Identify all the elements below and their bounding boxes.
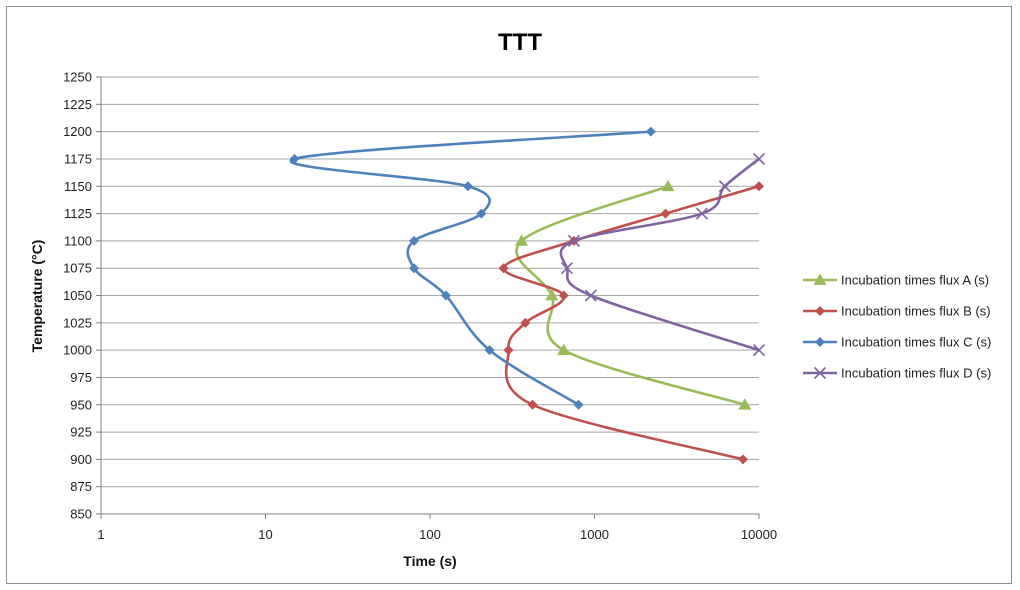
x-tick-label: 10000 (741, 527, 777, 542)
y-axis-title: Temperature (°C) (29, 240, 45, 353)
series-layer (289, 126, 766, 465)
data-point (567, 234, 581, 247)
data-point (527, 399, 538, 410)
legend-item: Incubation times flux D (s) (803, 366, 991, 381)
y-tick-label: 975 (70, 370, 92, 385)
x-axis-title: Time (s) (403, 553, 456, 569)
series-group (515, 179, 752, 410)
y-tick-label: 1100 (64, 233, 92, 248)
data-point (695, 207, 709, 220)
x-tick-label: 100 (419, 527, 441, 542)
y-tick-label: 925 (70, 425, 92, 440)
data-point (718, 180, 731, 193)
x-tick-label: 1000 (580, 527, 609, 542)
x-tick-label: 1 (97, 527, 104, 542)
data-point (661, 179, 675, 192)
data-point (476, 208, 487, 219)
legend-marker (815, 306, 825, 316)
data-point (584, 289, 597, 302)
data-point (752, 152, 766, 166)
y-tick-label: 1225 (63, 97, 92, 112)
data-point (545, 289, 559, 301)
data-point (409, 263, 420, 274)
legend-item: Incubation times flux A (s) (803, 273, 989, 288)
data-point (557, 343, 571, 355)
y-tick-label: 1000 (63, 343, 92, 358)
data-point (754, 181, 764, 192)
data-point (484, 345, 495, 356)
axis-layer: 8508759009259509751000102510501075110011… (63, 70, 777, 543)
y-tick-label: 1175 (64, 151, 92, 166)
legend-marker (813, 366, 827, 380)
legend-label: Incubation times flux D (s) (841, 366, 991, 381)
data-point (440, 290, 451, 301)
data-point (645, 126, 656, 137)
data-point (560, 262, 574, 275)
y-tick-label: 1050 (63, 288, 92, 303)
data-point (660, 208, 671, 219)
grid-layer (101, 76, 759, 515)
data-point (515, 234, 529, 246)
x-tick-label: 10 (258, 527, 272, 542)
data-point (738, 454, 749, 465)
y-tick-label: 875 (70, 479, 92, 494)
data-point (462, 181, 473, 192)
series-line (559, 157, 761, 352)
data-point (752, 344, 766, 357)
series-group (559, 152, 766, 357)
legend-label: Incubation times flux A (s) (841, 273, 989, 288)
legend-item: Incubation times flux B (s) (803, 304, 991, 319)
data-point (503, 345, 514, 356)
y-tick-label: 1075 (63, 261, 92, 276)
legend-label: Incubation times flux C (s) (841, 335, 991, 350)
y-tick-label: 1200 (63, 124, 92, 139)
data-point (573, 399, 584, 410)
legend: Incubation times flux A (s) Incubation ti… (803, 273, 991, 381)
legend-item: Incubation times flux C (s) (803, 335, 991, 350)
chart-title: TTT (498, 29, 542, 56)
series-line (289, 130, 653, 407)
y-tick-label: 1025 (63, 315, 92, 330)
y-tick-label: 850 (70, 507, 92, 522)
y-tick-label: 1150 (64, 179, 92, 194)
y-tick-label: 1125 (64, 206, 92, 221)
legend-marker (813, 273, 827, 285)
data-point (738, 398, 752, 410)
data-point (409, 235, 420, 246)
data-point (520, 317, 531, 328)
y-tick-label: 950 (70, 397, 92, 412)
data-point (498, 263, 509, 274)
legend-marker (815, 337, 825, 347)
data-point (289, 153, 300, 164)
legend-label: Incubation times flux B (s) (841, 304, 991, 319)
y-tick-label: 1250 (63, 70, 92, 85)
series-group (289, 126, 656, 410)
y-tick-label: 900 (70, 452, 92, 467)
data-point (558, 290, 569, 301)
